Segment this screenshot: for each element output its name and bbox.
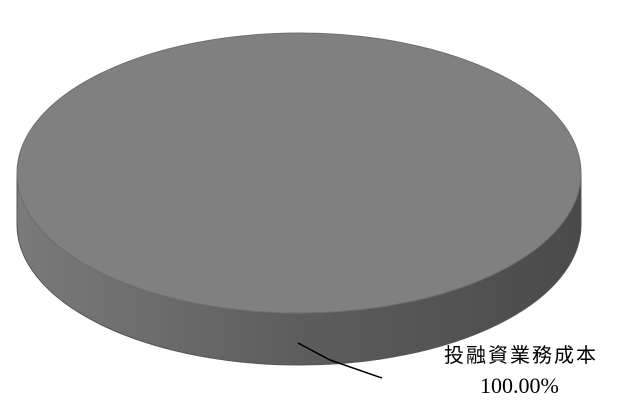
slice-value-label: 100.00% xyxy=(480,373,559,398)
pie-slice-group xyxy=(16,32,582,366)
pie-slice-top xyxy=(16,32,582,314)
slice-label: 投融資業務成本 xyxy=(444,343,598,367)
leader-line xyxy=(297,342,383,379)
